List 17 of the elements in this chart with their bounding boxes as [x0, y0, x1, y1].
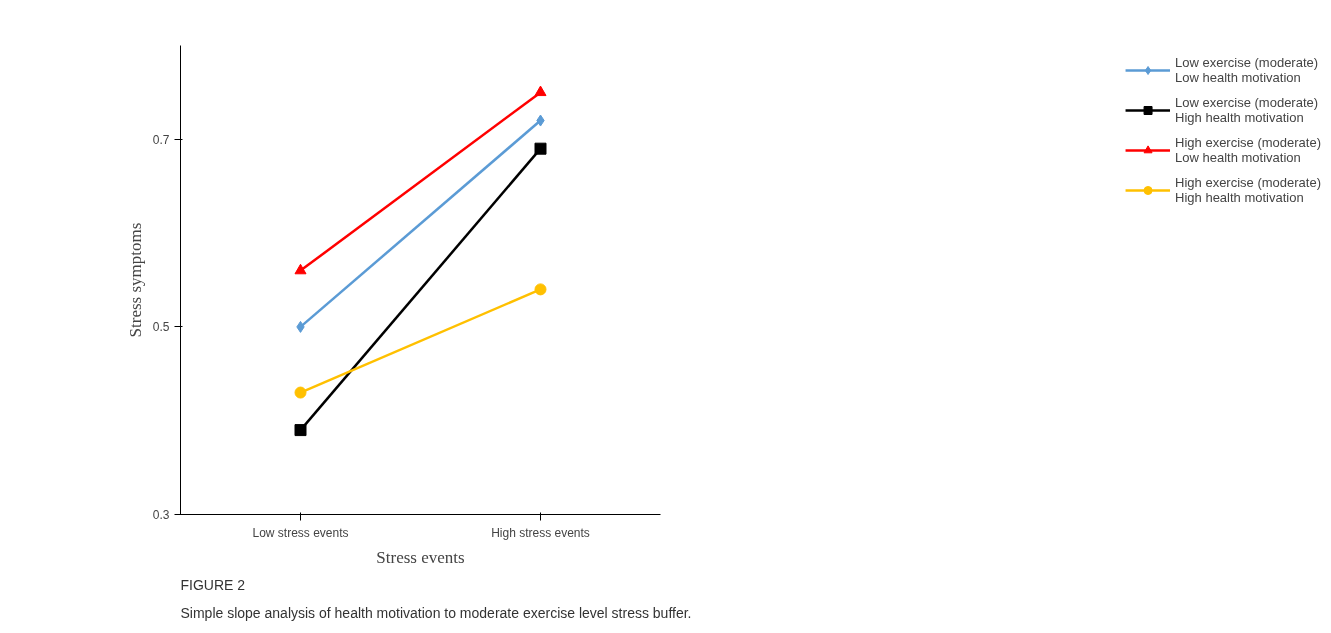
x-axis-title: Stress events: [376, 547, 465, 567]
y-tick-label: 0.5: [152, 320, 170, 335]
legend-label: Low exercise (moderate) Low health motivation: [1175, 55, 1319, 85]
point: [534, 142, 547, 155]
y-tick-label: 0.7: [152, 132, 170, 147]
caption: FIGURE 2: [180, 576, 246, 593]
point: [534, 283, 547, 296]
text: Simple slope analysis of health motivation to moderate exercise level stress buffer.: [180, 604, 692, 621]
legend-label: Low exercise (moderate) High health motivation: [1175, 95, 1319, 125]
legend-label: High exercise (moderate) High health motivation: [1175, 175, 1321, 205]
x-tick-label: High stress events: [491, 525, 590, 540]
x-tick-label: Low stress events: [252, 525, 349, 540]
point: [294, 424, 307, 437]
point: [294, 386, 307, 399]
legend-label: High exercise (moderate) Low health motivation: [1175, 135, 1321, 165]
y-tick-label: 0.3: [152, 508, 170, 522]
y-axis-title: Stress symptoms: [125, 222, 145, 338]
